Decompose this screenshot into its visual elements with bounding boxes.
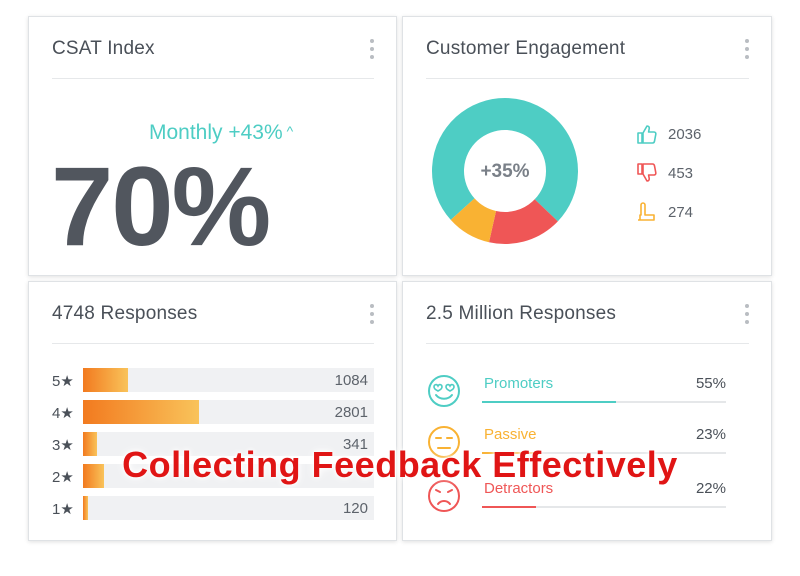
donut-segment-dislikes [432,98,578,244]
likes-count: 2036 [668,125,702,143]
nps-row-detractors: Detractors 22% [426,478,726,522]
divider [426,78,749,79]
rating-label: 5★ [52,373,74,390]
passive-label: Passive [484,426,537,443]
engagement-row-likes: 2036 [636,123,701,145]
divider [426,343,749,344]
nps-card: 2.5 Million Responses Promoters 55% Pass… [402,281,772,541]
nps-row-promoters: Promoters 55% [426,373,726,417]
csat-trend: Monthly +43% ^ [149,121,293,145]
rating-bar-fill [83,496,88,520]
rating-label: 3★ [52,437,74,454]
kebab-menu-icon[interactable] [370,304,374,326]
passive-fill [482,452,539,454]
csat-value: 70% [51,144,271,269]
rating-bar-track: 1084 [83,368,374,392]
engagement-row-neutral: 274 [636,201,693,223]
detractors-percent: 22% [695,480,726,497]
rating-label: 4★ [52,405,74,422]
passive-percent: 23% [695,426,726,443]
engagement-title: Customer Engagement [426,38,626,59]
kebab-menu-icon[interactable] [745,304,749,326]
rating-bar-fill [83,400,200,424]
kebab-menu-icon[interactable] [745,39,749,61]
rating-count: 120 [342,500,368,517]
promoters-percent: 55% [695,375,726,392]
sad-face-icon [428,480,460,512]
rating-bar-track [83,464,374,488]
rating-bar-fill [83,368,129,392]
engagement-donut-chart: +35% [432,98,578,244]
heart-eyes-face-icon [428,375,460,407]
detractors-fill [482,506,536,508]
donut-center-label: +35% [480,161,529,182]
neutral-count: 274 [668,203,694,221]
rating-row: 5★ 1084 [52,368,374,392]
rating-bar-fill [83,464,104,488]
csat-trend-label: Monthly +43% [149,121,283,144]
rating-bar-track: 120 [83,496,374,520]
rating-row: 2★ [52,464,374,488]
csat-card: CSAT Index Monthly +43% ^ 70% [28,16,397,276]
engagement-card: Customer Engagement +35% 2036 453 274 [402,16,772,276]
promoters-fill [482,401,617,403]
overlay-caption: Collecting Feedback Effectively [122,444,678,485]
divider [52,78,374,79]
rating-count: 2801 [334,404,368,421]
rating-row: 4★ 2801 [52,400,374,424]
detractors-label: Detractors [484,480,554,497]
promoters-track [482,401,726,403]
passive-track [482,452,726,454]
promoters-label: Promoters [484,375,554,392]
rating-label: 2★ [52,469,74,486]
rating-bar-track: 341 [83,432,374,456]
chevron-up-icon: ^ [286,123,294,139]
rating-bar-track: 2801 [83,400,374,424]
rating-label: 1★ [52,501,74,518]
csat-title: CSAT Index [52,38,155,59]
donut-segment-neutral [432,98,578,244]
rating-count: 341 [342,436,368,453]
kebab-menu-icon[interactable] [370,39,374,61]
rating-bar-fill [83,432,98,456]
nps-row-passive: Passive 23% [426,424,726,468]
detractors-track [482,506,726,508]
rating-row: 1★ 120 [52,496,374,520]
thumbs-up-icon [637,125,657,144]
nps-title: 2.5 Million Responses [426,303,617,324]
rating-count: 1084 [334,372,368,389]
thumbs-down-icon [637,163,657,182]
responses-title: 4748 Responses [52,303,198,324]
neutral-face-icon [428,426,460,458]
divider [52,343,374,344]
neutral-hand-icon [638,202,655,221]
engagement-row-dislikes: 453 [636,162,693,184]
rating-row: 3★ 341 [52,432,374,456]
dislikes-count: 453 [668,164,694,182]
responses-card: 4748 Responses 5★ 1084 4★ 2801 3★ 341 2★… [28,281,397,541]
